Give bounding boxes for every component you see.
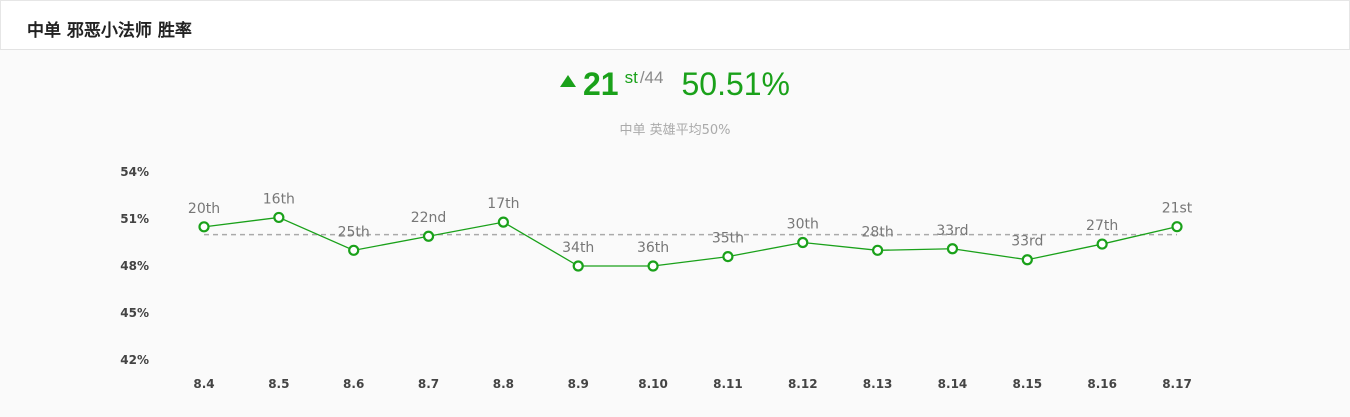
data-point-label: 28th — [862, 224, 894, 240]
data-point-label: 30th — [787, 217, 819, 233]
data-point — [1171, 221, 1183, 233]
data-point — [273, 211, 285, 224]
data-point-label: 16th — [263, 191, 295, 207]
x-tick-label: 8.13 — [863, 377, 893, 391]
rank-summary-inner: 21 st/44 50.51% — [560, 66, 790, 103]
y-tick-label: 48% — [120, 259, 149, 273]
data-point — [1096, 238, 1108, 250]
data-point — [1021, 254, 1033, 266]
data-point-label: 34th — [562, 240, 594, 256]
y-tick-label: 42% — [120, 353, 149, 367]
x-tick-label: 8.16 — [1087, 377, 1117, 391]
triangle-up-icon — [560, 75, 576, 87]
x-tick-label: 8.14 — [938, 377, 968, 391]
data-point-label: 25th — [338, 224, 370, 240]
rank-total: /44 — [639, 68, 664, 87]
average-note: 中单 英雄平均50% — [619, 123, 731, 138]
data-point — [722, 251, 734, 263]
data-point — [872, 244, 884, 256]
win-rate-value: 50.51% — [681, 66, 790, 102]
x-tick-label: 8.17 — [1162, 377, 1192, 391]
panel-title: 中单 邪恶小法师 胜率 — [27, 21, 192, 41]
data-point-label: 17th — [487, 196, 519, 212]
rank-suffix: st — [624, 68, 638, 87]
data-point — [647, 260, 659, 272]
y-tick-label: 51% — [120, 212, 149, 226]
x-tick-label: 8.6 — [343, 377, 364, 391]
data-point-label: 33rd — [936, 223, 968, 239]
x-tick-label: 8.10 — [638, 377, 668, 391]
panel-header: 中单 邪恶小法师 胜率 — [0, 0, 1350, 50]
data-point-label: 27th — [1086, 218, 1118, 234]
rank-summary: 21 st/44 50.51% — [0, 66, 1350, 116]
y-tick-label: 45% — [120, 306, 149, 320]
data-point-label: 22nd — [411, 210, 447, 226]
data-point — [946, 243, 959, 255]
x-tick-label: 8.15 — [1013, 377, 1043, 391]
data-point — [348, 244, 360, 256]
data-point — [422, 230, 435, 242]
x-tick-label: 8.11 — [713, 377, 743, 391]
data-point-label: 20th — [188, 201, 220, 217]
x-tick-label: 8.5 — [268, 377, 289, 391]
y-tick-label: 54% — [120, 165, 149, 179]
x-tick-label: 8.7 — [418, 377, 439, 391]
data-point-label: 21st — [1162, 201, 1193, 217]
data-point — [797, 236, 809, 249]
data-point — [497, 216, 509, 228]
data-point — [198, 221, 210, 233]
data-point — [572, 260, 584, 272]
data-point-label: 36th — [637, 240, 669, 256]
data-point-label: 35th — [712, 231, 744, 247]
x-tick-label: 8.12 — [788, 377, 818, 391]
x-tick-label: 8.4 — [193, 377, 214, 391]
x-tick-label: 8.8 — [493, 377, 514, 391]
series-line — [203, 216, 1178, 267]
data-point-label: 33rd — [1011, 234, 1043, 250]
rank-number: 21 — [583, 66, 619, 102]
x-tick-label: 8.9 — [568, 377, 589, 391]
